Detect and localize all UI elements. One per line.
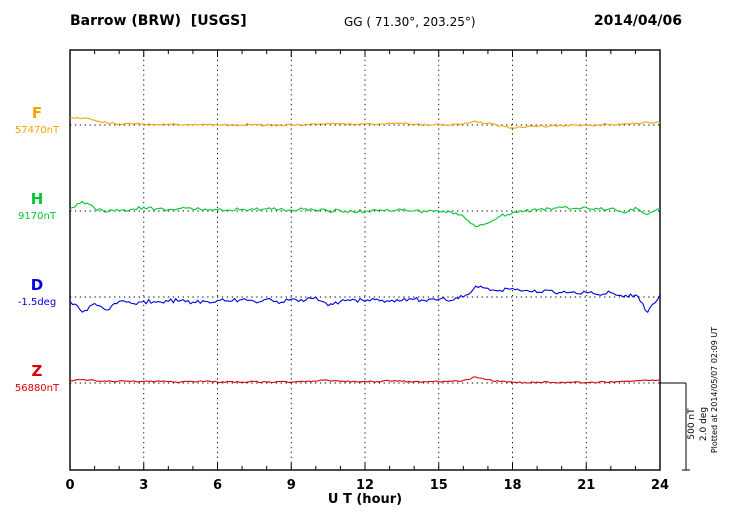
station-title: Barrow (BRW) [USGS] bbox=[70, 13, 247, 29]
scale-nt-label: 500 nT bbox=[687, 408, 697, 440]
svg-text:24: 24 bbox=[651, 478, 669, 493]
scale-deg-label: 2.0 deg bbox=[699, 406, 709, 442]
svg-text:21: 21 bbox=[577, 478, 595, 493]
svg-text:15: 15 bbox=[430, 478, 448, 493]
trace-letter-d: D bbox=[30, 276, 44, 294]
svg-text:3: 3 bbox=[139, 478, 148, 493]
scale-bar-labels: 500 nT 2.0 deg bbox=[686, 389, 712, 459]
trace-baseline-f: 57470nT bbox=[14, 125, 60, 136]
trace-label-d: D -1.5deg bbox=[8, 276, 66, 309]
geo-coordinates: GG ( 71.30°, 203.25°) bbox=[344, 15, 476, 29]
trace-letter-z: Z bbox=[31, 362, 43, 380]
svg-text:6: 6 bbox=[213, 478, 222, 493]
trace-letter-h: H bbox=[30, 190, 44, 208]
plotted-at-note: Plotted at 2014/05/07 02:09 UT bbox=[710, 326, 719, 454]
plot-date: 2014/04/06 bbox=[593, 13, 682, 29]
svg-text:12: 12 bbox=[356, 478, 374, 493]
svg-text:9: 9 bbox=[287, 478, 296, 493]
trace-letter-f: F bbox=[31, 104, 43, 122]
x-axis-label: U T (hour) bbox=[327, 492, 403, 507]
trace-baseline-h: 9170nT bbox=[18, 211, 56, 222]
trace-baseline-z: 56880nT bbox=[14, 383, 60, 394]
trace-baseline-d: -1.5deg bbox=[17, 297, 57, 308]
trace-label-f: F 57470nT bbox=[8, 104, 66, 137]
svg-text:0: 0 bbox=[65, 478, 74, 493]
trace-label-h: H 9170nT bbox=[8, 190, 66, 223]
svg-text:18: 18 bbox=[503, 478, 521, 493]
trace-label-z: Z 56880nT bbox=[8, 362, 66, 395]
